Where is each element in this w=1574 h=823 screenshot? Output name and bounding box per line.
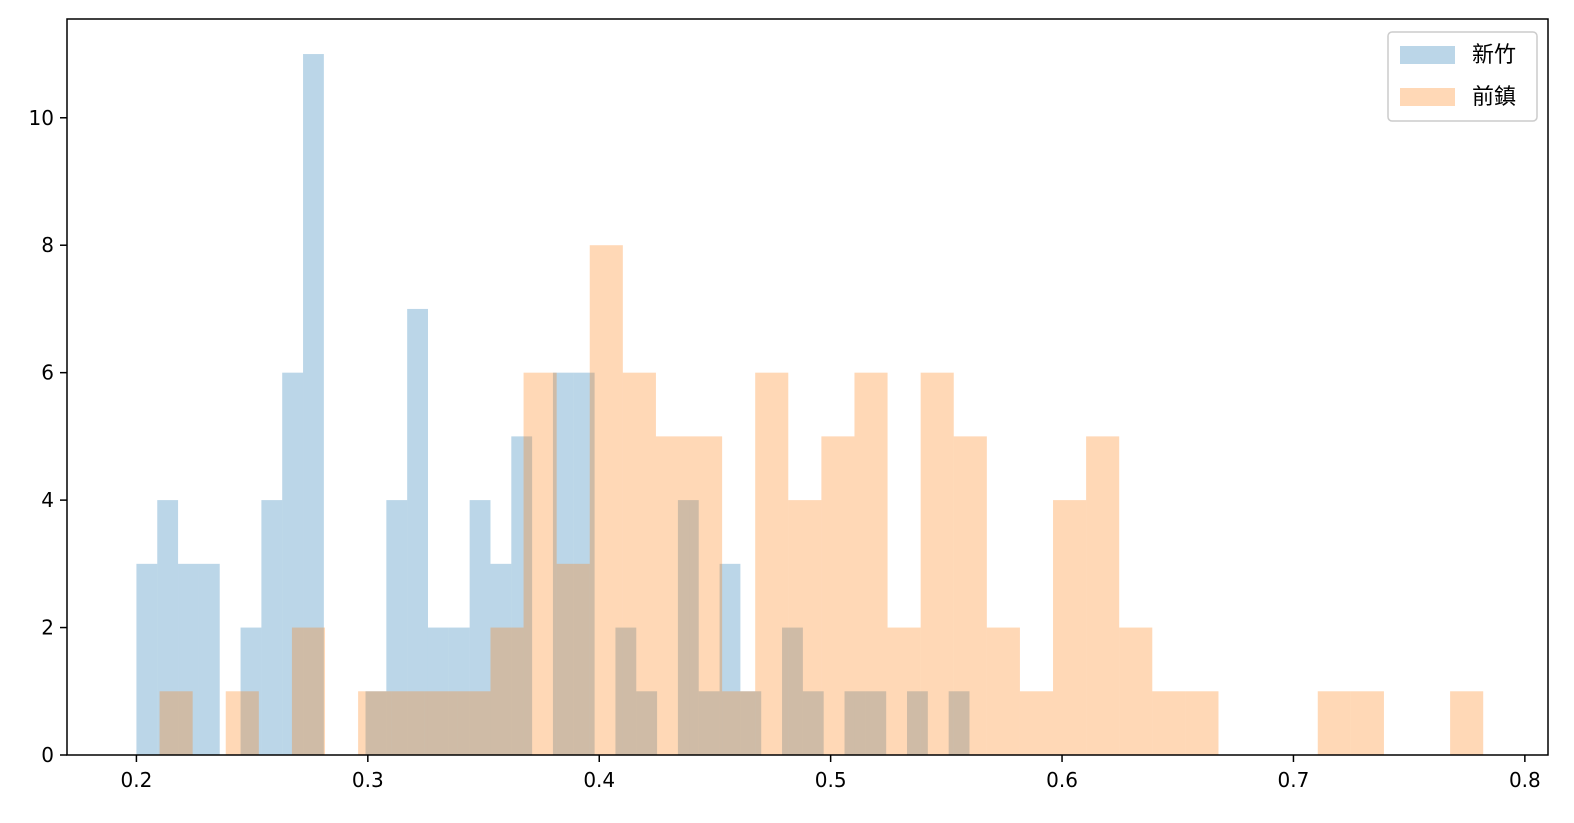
y-tick-label: 6 [41, 361, 54, 385]
bar-series-1-bin-29 [1119, 627, 1153, 755]
bar-series-0-bin-8 [303, 54, 324, 756]
bar-series-0-bin-17 [490, 563, 512, 755]
bar-series-1-bin-25 [986, 627, 1020, 755]
bar-series-1-bin-19 [788, 500, 822, 755]
bar-series-0-bin-35 [865, 691, 887, 755]
bar-series-1-bin-26 [1019, 691, 1054, 755]
bar-series-0-bin-3 [198, 563, 220, 755]
y-tick-label: 8 [41, 233, 54, 257]
x-tick-label: 0.2 [121, 768, 153, 792]
bar-series-0-bin-24 [636, 691, 658, 755]
x-tick-label: 0.4 [583, 768, 615, 792]
x-tick-label: 0.7 [1278, 768, 1310, 792]
bar-series-1-bin-10 [490, 627, 524, 755]
bar-series-1-bin-31 [1185, 691, 1219, 755]
bar-series-0-bin-15 [448, 627, 470, 755]
bar-series-1-bin-20 [821, 436, 855, 755]
bar-series-0-bin-0 [136, 563, 158, 755]
bar-series-1-bin-23 [920, 372, 954, 755]
legend-swatch-series-1 [1400, 88, 1455, 106]
bar-series-1-bin-35 [1317, 691, 1351, 755]
x-tick-label: 0.3 [352, 768, 384, 792]
bar-series-0-bin-18 [511, 436, 533, 755]
bar-series-0-bin-26 [677, 500, 699, 755]
bar-series-0-bin-37 [907, 691, 928, 755]
y-tick-label: 4 [41, 488, 54, 512]
bar-series-1-bin-6 [358, 691, 392, 755]
bar-series-1-bin-30 [1152, 691, 1186, 755]
y-tick-label: 10 [29, 106, 54, 130]
bar-series-0-bin-27 [698, 691, 720, 755]
bar-series-1-bin-7 [391, 691, 425, 755]
bar-series-1-bin-4 [291, 627, 326, 755]
bar-series-1-bin-15 [655, 436, 690, 755]
bar-series-1-bin-24 [953, 436, 987, 755]
legend-swatch-series-0 [1400, 46, 1455, 64]
legend: 新竹 前鎮 [1387, 31, 1538, 122]
plot-frame [66, 18, 1549, 756]
legend-label-series-1: 前鎮 [1472, 85, 1516, 110]
bar-series-0-bin-16 [469, 500, 491, 755]
bar-series-0-bin-28 [719, 563, 741, 755]
bar-series-1-bin-21 [854, 372, 888, 755]
bar-series-0-bin-6 [261, 500, 283, 755]
legend-box [1387, 31, 1538, 122]
bar-series-0-bin-32 [802, 691, 824, 755]
bar-series-1-bin-11 [523, 372, 557, 755]
bar-series-1-bin-17 [722, 691, 756, 755]
bar-series-0-bin-2 [178, 563, 199, 755]
x-tick-label: 0.6 [1046, 768, 1078, 792]
bar-series-0-bin-34 [844, 691, 866, 755]
bar-series-0-bin-7 [282, 372, 304, 755]
bar-series-0-bin-23 [615, 627, 637, 755]
bar-series-1-bin-18 [755, 372, 789, 755]
bar-series-0-bin-29 [740, 691, 762, 755]
bar-series-0-bin-13 [407, 308, 428, 755]
y-tick-label: 0 [41, 743, 54, 767]
bar-series-1-bin-0 [159, 691, 193, 755]
bar-series-1-bin-2 [225, 691, 259, 755]
bar-series-1-bin-12 [556, 563, 590, 755]
bars-layer [136, 54, 1484, 756]
bar-series-0-bin-11 [365, 691, 387, 755]
bar-series-0-bin-20 [552, 372, 574, 755]
bar-series-1-bin-22 [887, 627, 921, 755]
bar-series-0-bin-39 [948, 691, 970, 755]
bar-series-1-bin-28 [1086, 436, 1120, 755]
bar-series-1-bin-39 [1450, 691, 1484, 755]
bar-series-1-bin-16 [689, 436, 723, 755]
legend-label-series-0: 新竹 [1472, 43, 1516, 68]
x-axis: 0.2 0.3 0.4 0.5 0.6 0.7 0.8 [121, 755, 1541, 792]
bar-series-0-bin-12 [386, 500, 408, 755]
bar-series-1-bin-14 [622, 372, 656, 755]
bar-series-0-bin-5 [240, 627, 262, 755]
bar-series-1-bin-27 [1053, 500, 1087, 755]
bar-series-0-bin-1 [157, 500, 179, 755]
bar-series-1-bin-8 [424, 691, 458, 755]
bar-series-0-bin-14 [427, 627, 449, 755]
bar-series-0-bin-31 [782, 627, 803, 755]
bar-series-1-bin-13 [589, 245, 623, 756]
x-tick-label: 0.5 [815, 768, 847, 792]
bar-series-0-bin-21 [573, 372, 595, 755]
x-tick-label: 0.8 [1509, 768, 1541, 792]
y-axis: 0 2 4 6 8 10 [29, 106, 67, 767]
y-tick-label: 2 [41, 616, 54, 640]
bar-series-1-bin-36 [1350, 691, 1384, 755]
bar-series-1-bin-9 [457, 691, 491, 755]
